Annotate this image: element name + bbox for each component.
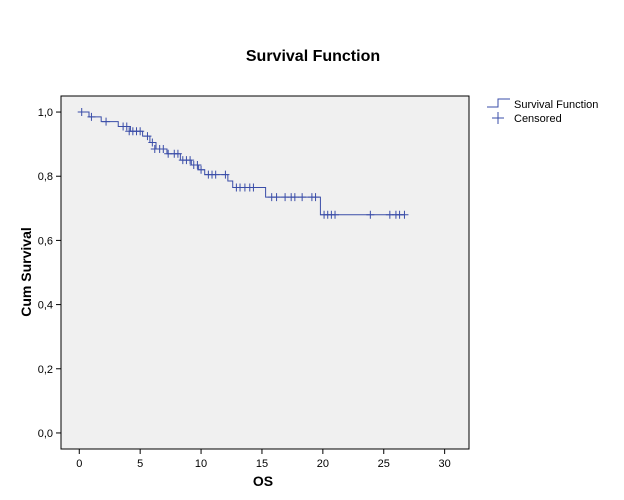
censored-marker	[102, 117, 111, 126]
y-tick-label: 0,8	[38, 171, 53, 183]
censored-marker	[298, 193, 307, 202]
censored-marker	[211, 170, 220, 179]
censored-marker	[136, 127, 145, 136]
y-axis-label: Cum Survival	[18, 227, 34, 316]
x-tick-label: 10	[195, 458, 207, 470]
x-tick-label: 5	[137, 458, 143, 470]
censored-marker	[249, 183, 258, 192]
censored-marker	[331, 210, 340, 219]
plot-area	[60, 95, 470, 450]
censored-marker	[193, 160, 202, 169]
censored-marker	[400, 210, 409, 219]
x-tick-label: 15	[256, 458, 268, 470]
y-axis: 0,0 0,2 0,4 0,6 0,8 1,0	[38, 107, 61, 440]
censored-marker	[159, 144, 168, 153]
censored-marker	[77, 108, 86, 117]
legend-survival-label: Survival Function	[514, 99, 598, 111]
censored-marker	[122, 122, 131, 131]
x-tick-label: 30	[439, 458, 451, 470]
censored-marker	[197, 165, 206, 174]
y-tick-label: 0,0	[38, 428, 53, 440]
legend-censored-symbol	[492, 112, 504, 124]
censored-marker	[366, 210, 375, 219]
censored-marker	[148, 138, 157, 147]
chart-title: Survival Function	[246, 48, 380, 65]
x-tick-label: 25	[378, 458, 390, 470]
censored-marker	[290, 193, 299, 202]
censored-marker	[186, 156, 195, 165]
y-tick-label: 0,2	[38, 364, 53, 376]
censored-marker	[221, 170, 230, 179]
censored-marker	[272, 193, 281, 202]
x-tick-label: 0	[76, 458, 82, 470]
series-layer	[77, 108, 409, 219]
censored-marker	[143, 132, 152, 141]
x-axis-label: OS	[253, 473, 273, 489]
censored-marker	[173, 149, 182, 158]
legend-survival-symbol	[487, 98, 510, 108]
x-tick-label: 20	[317, 458, 329, 470]
censored-marker	[311, 193, 320, 202]
legend: Survival Function Censored	[487, 98, 598, 125]
y-tick-label: 0,6	[38, 235, 53, 247]
x-axis: 0 5 10 15 20 25 30	[76, 449, 451, 470]
y-tick-label: 1,0	[38, 107, 53, 119]
legend-censored-label: Censored	[514, 113, 562, 125]
censored-marker	[87, 112, 96, 121]
y-tick-label: 0,4	[38, 300, 53, 312]
